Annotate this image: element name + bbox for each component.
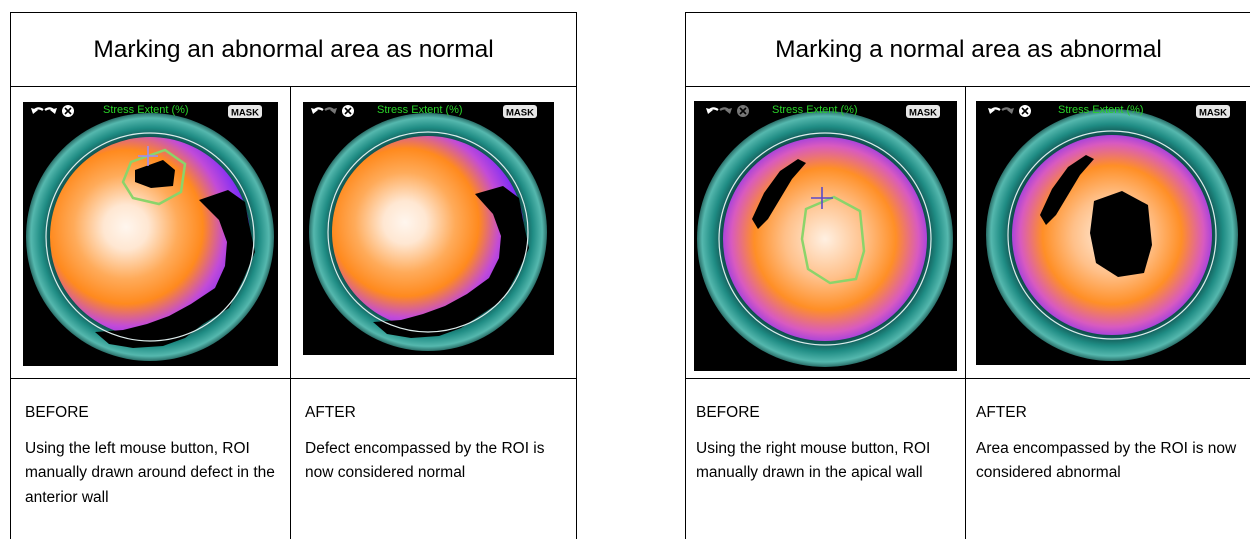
polar-map-svg: Stress Extent (%) MASK bbox=[694, 101, 957, 371]
polar-map-before: Stress Extent (%) MASK bbox=[694, 101, 957, 371]
polar-map-svg: Stress Extent (%) MASK bbox=[303, 102, 554, 355]
image-cell: Stress Extent (%) MASK bbox=[966, 87, 1250, 379]
panel-title: Marking an abnormal area as normal bbox=[11, 13, 576, 87]
before-description: Using the left mouse button, ROI manuall… bbox=[25, 439, 275, 506]
scan-title: Stress Extent (%) bbox=[772, 104, 858, 116]
undo-icon[interactable] bbox=[311, 107, 324, 114]
before-description: Using the right mouse button, ROI manual… bbox=[696, 439, 931, 482]
mask-button[interactable]: MASK bbox=[1199, 108, 1227, 119]
caption: AFTER Defect encompassed by the ROI is n… bbox=[291, 379, 576, 486]
redo-icon[interactable] bbox=[44, 107, 57, 114]
scan-title: Stress Extent (%) bbox=[377, 104, 463, 116]
mask-button[interactable]: MASK bbox=[909, 108, 937, 119]
polar-map-svg: Stress Extent (%) MASK bbox=[23, 102, 278, 366]
caption: BEFORE Using the left mouse button, ROI … bbox=[11, 379, 290, 510]
undo-icon[interactable] bbox=[31, 107, 44, 114]
panel-normal-as-abnormal: Marking a normal area as abnormal Stress… bbox=[685, 12, 1250, 539]
before-column: Stress Extent (%) MASK BEFORE Using the … bbox=[686, 87, 966, 539]
polar-map-after: Stress Extent (%) MASK bbox=[303, 102, 554, 355]
after-column: Stress Extent (%) MASK AFTER Area encomp… bbox=[966, 87, 1250, 539]
panel-title: Marking a normal area as abnormal bbox=[686, 13, 1250, 87]
after-description: Area encompassed by the ROI is now consi… bbox=[976, 439, 1237, 482]
clear-icon[interactable] bbox=[737, 105, 749, 117]
caption: AFTER Area encompassed by the ROI is now… bbox=[966, 379, 1250, 486]
clear-icon[interactable] bbox=[342, 105, 354, 117]
undo-icon[interactable] bbox=[706, 107, 719, 114]
scan-title: Stress Extent (%) bbox=[1058, 104, 1144, 116]
polar-map-after: Stress Extent (%) MASK bbox=[976, 101, 1246, 365]
redo-icon[interactable] bbox=[324, 107, 337, 114]
after-description: Defect encompassed by the ROI is now con… bbox=[305, 439, 545, 482]
after-label: AFTER bbox=[305, 404, 356, 421]
before-column: Stress Extent (%) MASK BEFORE Using the … bbox=[11, 87, 291, 539]
undo-icon[interactable] bbox=[988, 107, 1001, 114]
redo-icon[interactable] bbox=[1001, 107, 1014, 114]
clear-icon[interactable] bbox=[62, 105, 74, 117]
after-column: Stress Extent (%) MASK AFTER Defect enco… bbox=[291, 87, 576, 539]
polar-map-before: Stress Extent (%) MASK bbox=[23, 102, 278, 366]
after-label: AFTER bbox=[976, 404, 1027, 421]
clear-icon[interactable] bbox=[1019, 105, 1031, 117]
panel-abnormal-as-normal: Marking an abnormal area as normal bbox=[10, 12, 577, 539]
image-cell: Stress Extent (%) MASK bbox=[291, 87, 576, 379]
before-label: BEFORE bbox=[25, 404, 89, 421]
polar-map-svg: Stress Extent (%) MASK bbox=[976, 101, 1246, 365]
image-cell: Stress Extent (%) MASK bbox=[11, 87, 290, 379]
caption: BEFORE Using the right mouse button, ROI… bbox=[686, 379, 965, 486]
scan-title: Stress Extent (%) bbox=[103, 104, 189, 116]
redo-icon[interactable] bbox=[719, 107, 732, 114]
before-label: BEFORE bbox=[696, 404, 760, 421]
mask-button[interactable]: MASK bbox=[231, 108, 259, 119]
image-cell: Stress Extent (%) MASK bbox=[686, 87, 965, 379]
mask-button[interactable]: MASK bbox=[506, 108, 534, 119]
